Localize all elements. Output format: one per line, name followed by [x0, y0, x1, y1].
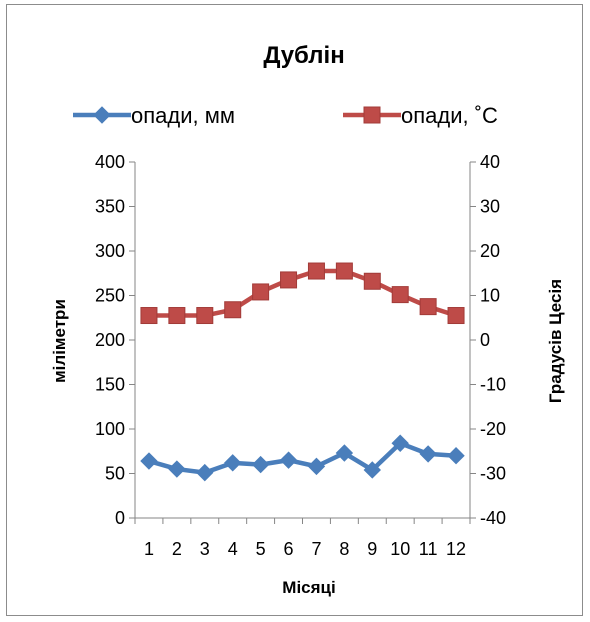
x-axis-title: Місяці	[282, 578, 335, 597]
legend: опади, мм опади, ˚С	[73, 103, 498, 128]
series-2-point	[224, 301, 242, 319]
tick-labels: 0 50 100 150 200 250 300 350 400 -40 -30 -20 -10 0 10 2…	[95, 152, 506, 559]
series-2-point	[280, 271, 298, 289]
y-right-tick-label: 40	[480, 152, 500, 172]
x-tick-label: 4	[228, 539, 238, 559]
series-2-point	[447, 307, 465, 325]
legend-marker-2	[363, 106, 381, 124]
y-left-tick-label: 50	[105, 464, 125, 484]
x-tick-label: 1	[144, 539, 154, 559]
y-right-tick-label: 30	[480, 197, 500, 217]
y-left-tick-label: 0	[115, 508, 125, 528]
y-left-tick-label: 200	[95, 330, 125, 350]
y-left-tick-label: 300	[95, 241, 125, 261]
chart-title: Дублін	[263, 42, 344, 69]
series-1-point	[363, 461, 381, 479]
x-tick-label: 8	[339, 539, 349, 559]
series-1-point	[419, 445, 437, 463]
y-right-tick-label: -10	[480, 375, 506, 395]
series-2-point	[168, 307, 186, 325]
series-line-1	[148, 440, 457, 475]
series-2-point	[307, 262, 325, 280]
y-left-tick-label: 250	[95, 286, 125, 306]
series-1-point	[196, 463, 214, 482]
x-tick-label: 3	[200, 539, 210, 559]
series-2-point	[419, 298, 437, 316]
series-1-point	[391, 434, 409, 452]
series-2-point	[363, 272, 381, 290]
series-line-2	[148, 268, 457, 318]
plot-series	[140, 262, 465, 482]
y-right-tick-label: 10	[480, 286, 500, 306]
y-left-tick-label: 150	[95, 375, 125, 395]
y-axis-left-title: міліметри	[50, 299, 69, 383]
x-tick-label: 7	[311, 539, 321, 559]
series-1-point	[251, 455, 270, 474]
series-1-point	[447, 446, 465, 465]
x-tick-label: 2	[172, 539, 182, 559]
x-tick-label: 5	[256, 539, 266, 559]
y-axis-right-title: Градусів Цесія	[546, 279, 565, 403]
series-1-point	[279, 451, 298, 469]
y-right-tick-label: -20	[480, 419, 506, 439]
series-1-point	[140, 452, 158, 470]
x-tick-label: 6	[284, 539, 294, 559]
y-right-tick-label: 20	[480, 241, 500, 261]
y-right-tick-label: 0	[480, 330, 490, 350]
y-left-tick-label: 400	[95, 152, 125, 172]
series-2-point	[335, 262, 353, 280]
x-tick-label: 11	[419, 539, 438, 559]
legend-label-1: опади, мм	[131, 103, 235, 128]
series-2-point	[252, 283, 270, 301]
series-2-point	[140, 307, 158, 325]
y-right-tick-label: -30	[480, 464, 506, 484]
y-left-tick-label: 100	[95, 419, 125, 439]
chart-area: Дублін опади, мм опади, ˚С 0 50 100 150 200 25…	[6, 4, 583, 616]
series-2-point	[196, 307, 214, 325]
series-1-point	[307, 457, 326, 476]
x-tick-label: 10	[390, 539, 410, 559]
legend-marker-1	[93, 106, 111, 124]
chart-svg: Дублін опади, мм опади, ˚С 05010015020025…	[50, 42, 565, 597]
x-tick-label: 12	[446, 539, 466, 559]
y-left-tick-label: 350	[95, 197, 125, 217]
x-tick-label: 9	[367, 539, 377, 559]
series-1-point	[224, 454, 242, 472]
series-2-point	[391, 286, 409, 304]
series-1-point	[168, 460, 186, 478]
axes	[129, 161, 476, 524]
series-1-point	[335, 444, 354, 462]
y-right-tick-label: -40	[480, 508, 506, 528]
legend-label-2: опади, ˚С	[401, 103, 498, 128]
